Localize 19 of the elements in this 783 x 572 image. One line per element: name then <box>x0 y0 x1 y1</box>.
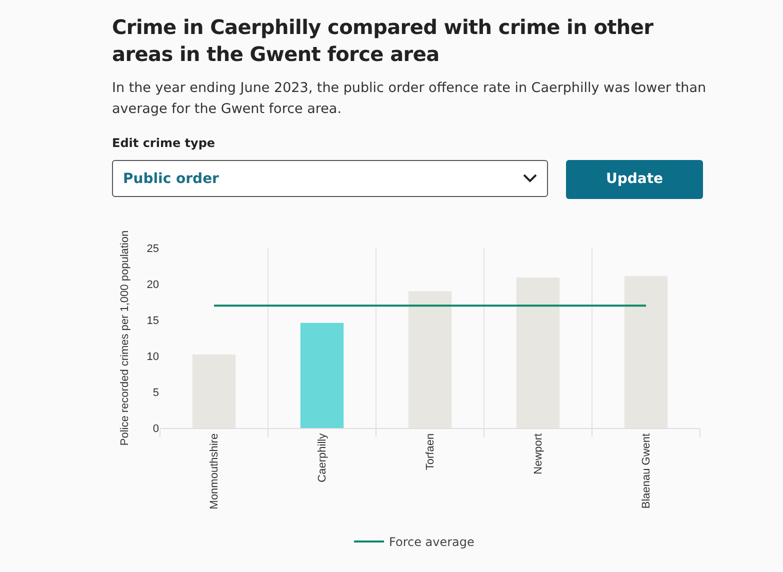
y-tick-label: 20 <box>146 278 159 291</box>
bar <box>300 322 344 428</box>
text: Update <box>566 160 703 199</box>
legend-label: Force average <box>389 535 474 550</box>
x-tick-label: Monmouthshire <box>208 433 221 510</box>
chart-title: Crime in Caerphilly compared with crime in other areas in the Gwent force area <box>112 14 654 68</box>
text: Edit crime type <box>112 136 216 150</box>
y-tick-label: 10 <box>146 350 159 363</box>
text: Public order <box>123 171 219 187</box>
y-tick-label: 15 <box>146 314 159 327</box>
x-tick-label: Blaenau Gwent <box>640 433 653 509</box>
y-axis-title: Police recorded crimes per 1,000 population <box>119 230 131 446</box>
x-tick-label: Newport <box>532 433 545 474</box>
x-tick-label: Caerphilly <box>316 432 329 482</box>
y-tick-label: 25 <box>146 242 159 255</box>
y-tick-label: 0 <box>152 422 159 435</box>
y-tick-label: 5 <box>152 386 159 399</box>
x-tick-label: Torfaen <box>424 433 437 470</box>
chart-subtitle: In the year ending June 2023, the public order offence rate in Caerphilly was lower than average for the Gwent force area. <box>112 79 708 119</box>
